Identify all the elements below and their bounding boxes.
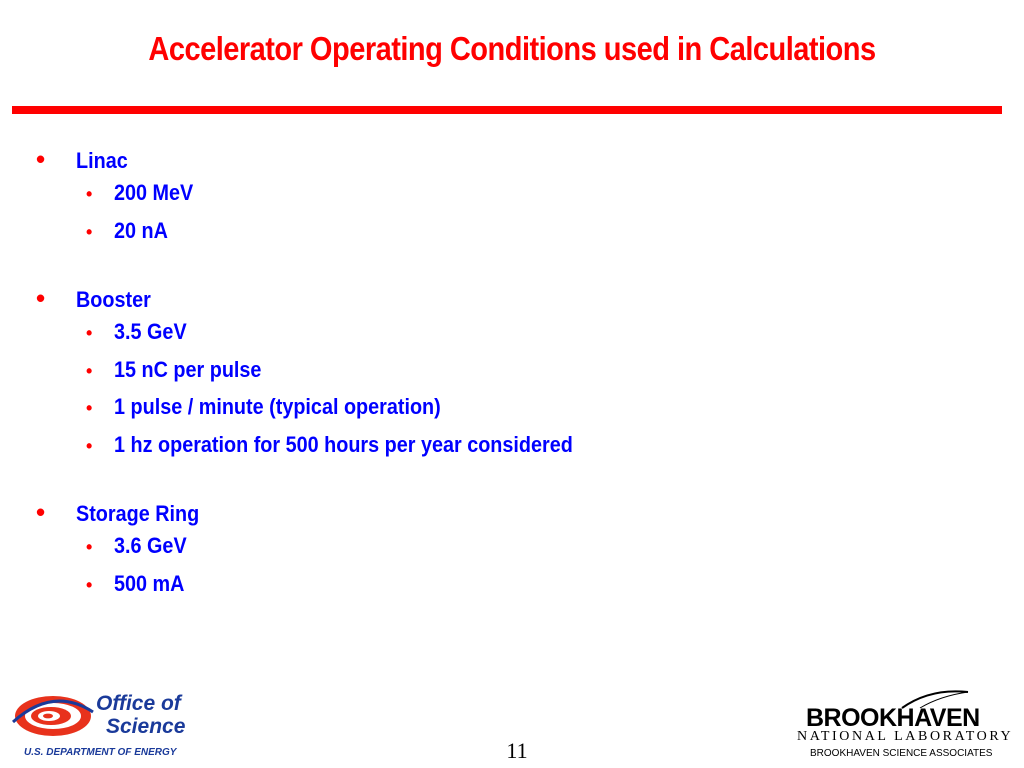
sub-bullet-icon: • bbox=[86, 184, 93, 204]
sub-bullet-icon: • bbox=[86, 537, 93, 557]
bullet-heading: • Storage Ring bbox=[36, 497, 200, 527]
sub-bullet-icon: • bbox=[86, 574, 93, 595]
bullet-content: • Linac • 200 MeV • 20 nA • Booster • 3.… bbox=[36, 146, 936, 638]
doe-subtitle: U.S. DEPARTMENT OF ENERGY bbox=[24, 747, 177, 758]
slide-title: Accelerator Operating Conditions used in… bbox=[148, 30, 876, 67]
doe-logo-icon bbox=[11, 696, 94, 736]
bnl-associates: BROOKHAVEN SCIENCE ASSOCIATES bbox=[810, 748, 993, 759]
bullet-item: • 3.5 GeV bbox=[86, 319, 187, 344]
bullet-item: • 500 mA bbox=[86, 570, 185, 596]
bullet-item: • 20 nA bbox=[86, 217, 168, 243]
bullet-item: • 1 hz operation for 500 hours per year … bbox=[86, 431, 573, 457]
title-divider bbox=[12, 106, 1002, 114]
section-storage-ring: • Storage Ring • 3.6 GeV • 500 mA bbox=[36, 499, 936, 608]
bullet-icon: • bbox=[36, 144, 46, 174]
bullet-heading: • Booster bbox=[36, 283, 151, 313]
section-linac: • Linac • 200 MeV • 20 nA bbox=[36, 146, 936, 255]
bnl-name: BROOKHAVEN bbox=[806, 704, 980, 732]
doe-line2: Science bbox=[106, 715, 186, 738]
sub-bullet-icon: • bbox=[86, 323, 93, 343]
bnl-swoosh-icon bbox=[901, 690, 969, 709]
bullet-item: • 3.6 GeV bbox=[86, 533, 187, 558]
sub-bullet-icon: • bbox=[86, 360, 93, 381]
sub-bullet-icon: • bbox=[86, 435, 93, 456]
section-booster: • Booster • 3.5 GeV • 15 nC per pulse • … bbox=[36, 285, 936, 469]
bnl-subtitle: NATIONAL LABORATORY bbox=[797, 729, 1014, 744]
sub-bullet-icon: • bbox=[86, 221, 93, 242]
bullet-item: • 1 pulse / minute (typical operation) bbox=[86, 394, 441, 419]
bullet-heading: • Linac bbox=[36, 144, 128, 174]
page-number: 11 bbox=[506, 738, 528, 763]
bullet-icon: • bbox=[36, 283, 46, 313]
bullet-item: • 200 MeV bbox=[86, 180, 194, 205]
sub-bullet-icon: • bbox=[86, 398, 93, 418]
bullet-item: • 15 nC per pulse bbox=[86, 356, 262, 382]
doe-line1: Office of bbox=[96, 692, 181, 715]
bullet-icon: • bbox=[36, 497, 46, 527]
